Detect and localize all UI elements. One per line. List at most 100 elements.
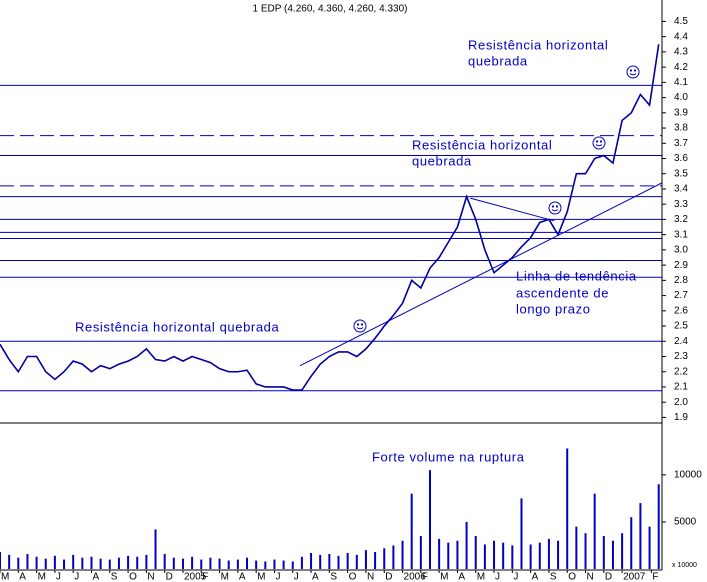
annotation: Resistência horizontal quebrada (75, 319, 279, 334)
volume-bar (191, 556, 194, 569)
volume-bar (657, 484, 660, 569)
volume-bar (8, 554, 11, 569)
volume-bar (456, 540, 459, 569)
annotation: Resistência horizontal (468, 37, 608, 52)
y-tick-label: 2.3 (674, 351, 688, 362)
volume-bar (493, 540, 496, 569)
y-tick-label: 3.7 (674, 138, 688, 149)
volume-bar (419, 536, 422, 569)
volume-bar (483, 544, 486, 569)
x-tick-label: M (38, 572, 46, 582)
volume-bar (374, 552, 377, 569)
x-tick-label: O (349, 572, 357, 582)
x-tick-label: O (129, 572, 137, 582)
x-tick-label: 2005 (184, 572, 207, 582)
x-tick-label: D (166, 572, 173, 582)
volume-bar (117, 557, 120, 569)
x-tick-label: A (458, 572, 465, 582)
volume-bar (127, 555, 130, 569)
volume-bar (218, 558, 221, 569)
annotation: longo prazo (516, 301, 591, 316)
volume-bar (108, 559, 111, 569)
volume-bar (438, 538, 441, 569)
volume-bar (639, 503, 642, 569)
volume-bar (35, 556, 38, 569)
annotation: quebrada (412, 153, 472, 168)
x-tick-label: M (440, 572, 448, 582)
x-tick-label: F (202, 572, 208, 582)
y-tick-label: 2.7 (674, 290, 688, 301)
volume-bar (319, 554, 322, 569)
x-tick-label: S (550, 572, 557, 582)
volume-bar (200, 559, 203, 569)
y-tick-label: 4.5 (674, 16, 688, 27)
y-tick-label: 2.2 (674, 366, 688, 377)
volume-bar (383, 548, 386, 569)
x-tick-label: M (477, 572, 485, 582)
trend-line (299, 182, 663, 367)
x-tick-label: N (587, 572, 594, 582)
y-tick-label: 2.8 (674, 275, 688, 286)
y-tick-label: 2.0 (674, 397, 688, 408)
x-tick-label: M (221, 572, 229, 582)
x-tick-label: N (147, 572, 154, 582)
annotation: ascendente de (516, 285, 609, 300)
x-tick-label: A (19, 572, 26, 582)
y-tick-label: 3.2 (674, 214, 688, 225)
volume-bar (392, 545, 395, 569)
volume-bar (227, 560, 230, 569)
y-tick-label: 4.2 (674, 62, 688, 73)
y-tick-label: 2.5 (674, 321, 688, 332)
volume-bar (136, 556, 139, 569)
volume-bar (337, 555, 340, 569)
volume-bar (163, 553, 166, 569)
volume-bar (584, 533, 587, 569)
volume-bar (557, 540, 560, 569)
volume-bar (273, 559, 276, 569)
volume-bar (0, 552, 1, 569)
volume-bar (547, 538, 550, 569)
volume-bar (520, 498, 523, 569)
y-tick-label: 2.6 (674, 305, 688, 316)
volume-bar (53, 555, 56, 569)
volume-bar (72, 554, 75, 569)
volume-bar (611, 540, 614, 569)
chart-title: 1 EDP (4.260, 4.360, 4.260, 4.330) (253, 4, 408, 15)
annotation: Resistência horizontal (412, 137, 552, 152)
x-tick-label: A (92, 572, 99, 582)
volume-bar (511, 545, 514, 569)
y-tick-label: 3.1 (674, 229, 688, 240)
volume-bar (291, 561, 294, 569)
volume-bar (346, 552, 349, 569)
x-tick-label: N (367, 572, 374, 582)
x-tick-label: 2007 (623, 572, 646, 582)
x-tick-label: 2006 (404, 572, 427, 582)
volume-bar (428, 470, 431, 569)
x-tick-label: S (330, 572, 337, 582)
volume-bar (364, 550, 367, 569)
x-tick-label: M (257, 572, 265, 582)
x-tick-label: D (605, 572, 612, 582)
volume-bar (181, 558, 184, 569)
x-tick-label: M (1, 572, 9, 582)
y-tick-label: 10000 (674, 469, 702, 480)
y-tick-label: 5000 (674, 517, 697, 528)
volume-bar (209, 557, 212, 569)
y-tick-label: 4.4 (674, 31, 688, 42)
x-tick-label: J (513, 572, 518, 582)
volume-bar (246, 557, 249, 569)
volume-bar (447, 542, 450, 569)
volume-bar (648, 526, 651, 569)
volume-bar (264, 561, 267, 569)
volume-bar (502, 542, 505, 569)
annotation: quebrada (468, 53, 528, 68)
volume-bar (81, 557, 84, 569)
volume-bar (145, 554, 148, 569)
volume-bar (355, 554, 358, 569)
volume-bar (255, 560, 258, 569)
x-tick-label: J (495, 572, 500, 582)
y-tick-label: 3.3 (674, 199, 688, 210)
volume-bar (63, 559, 66, 569)
volume-bar (575, 526, 578, 569)
